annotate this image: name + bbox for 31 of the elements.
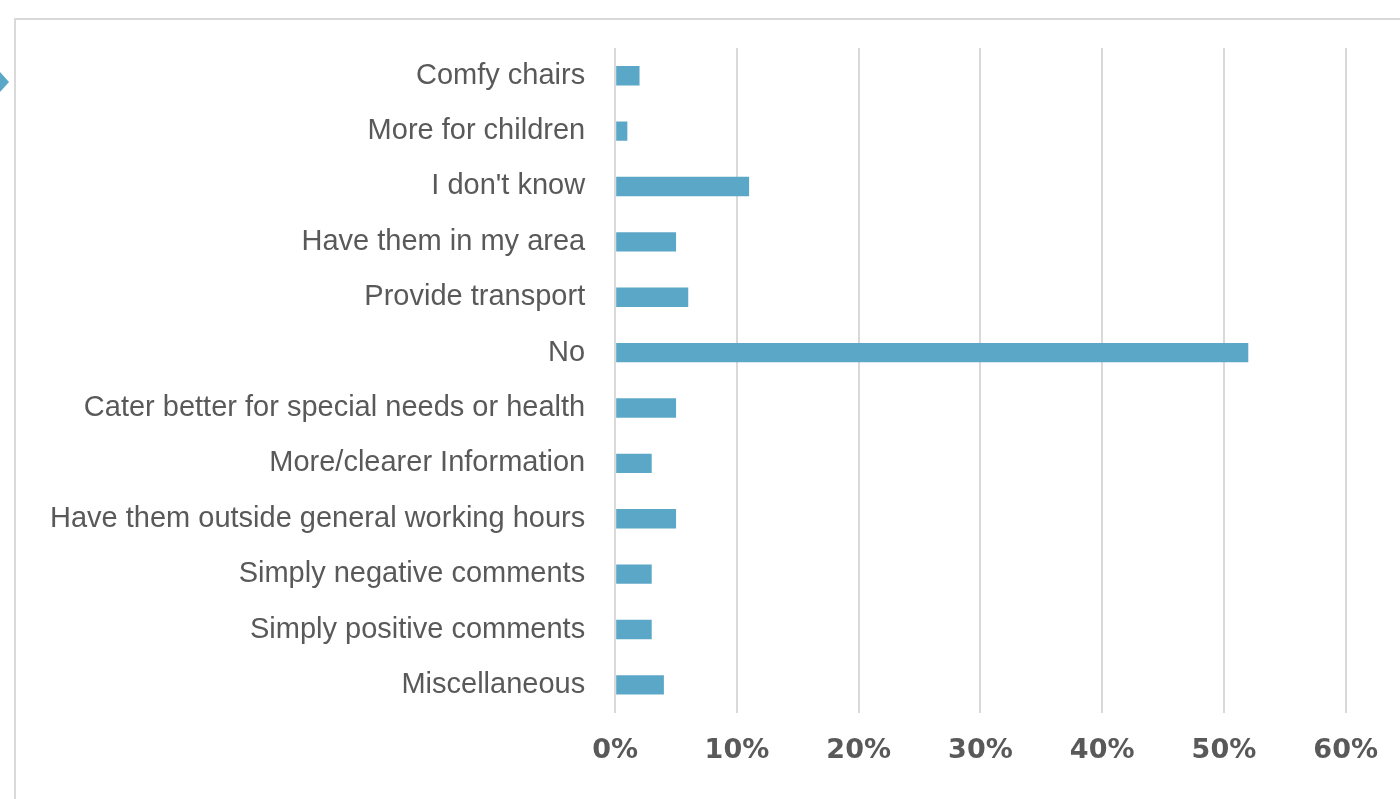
y-tick-label: No xyxy=(548,334,586,367)
y-tick-label: More for children xyxy=(367,113,586,146)
y-tick-label: Cater better for special needs or health xyxy=(83,389,586,422)
y-tick-label: I don't know xyxy=(431,168,587,201)
y-tick-label: Miscellaneous xyxy=(401,666,586,699)
x-tick-label: 0% xyxy=(592,732,639,764)
y-tick-label: Have them outside general working hours xyxy=(50,500,586,533)
bar xyxy=(616,675,664,695)
bar xyxy=(616,619,652,640)
bar xyxy=(616,398,677,418)
y-tick-label: Have them in my area xyxy=(301,223,587,256)
x-tick-label: 30% xyxy=(948,732,1013,764)
x-tick-label: 10% xyxy=(704,732,770,764)
y-tick-label: Provide transport xyxy=(364,279,586,312)
bar xyxy=(616,509,677,529)
y-tick-label: Simply positive comments xyxy=(249,611,586,644)
bar xyxy=(616,564,652,584)
x-tick-label: 50% xyxy=(1191,732,1257,764)
bar xyxy=(616,232,677,252)
bar xyxy=(616,176,750,197)
x-tick-label: 40% xyxy=(1069,732,1135,764)
y-tick-label: Simply negative comments xyxy=(238,556,586,589)
bar xyxy=(616,66,640,86)
bar xyxy=(616,121,628,141)
x-tick-label: 20% xyxy=(826,732,891,764)
bar xyxy=(616,287,689,307)
y-tick-label: More/clearer Information xyxy=(269,445,586,478)
x-tick-label: 60% xyxy=(1313,732,1379,764)
bar xyxy=(616,453,652,474)
bar xyxy=(616,342,1249,363)
y-tick-label: Comfy chairs xyxy=(415,57,586,90)
